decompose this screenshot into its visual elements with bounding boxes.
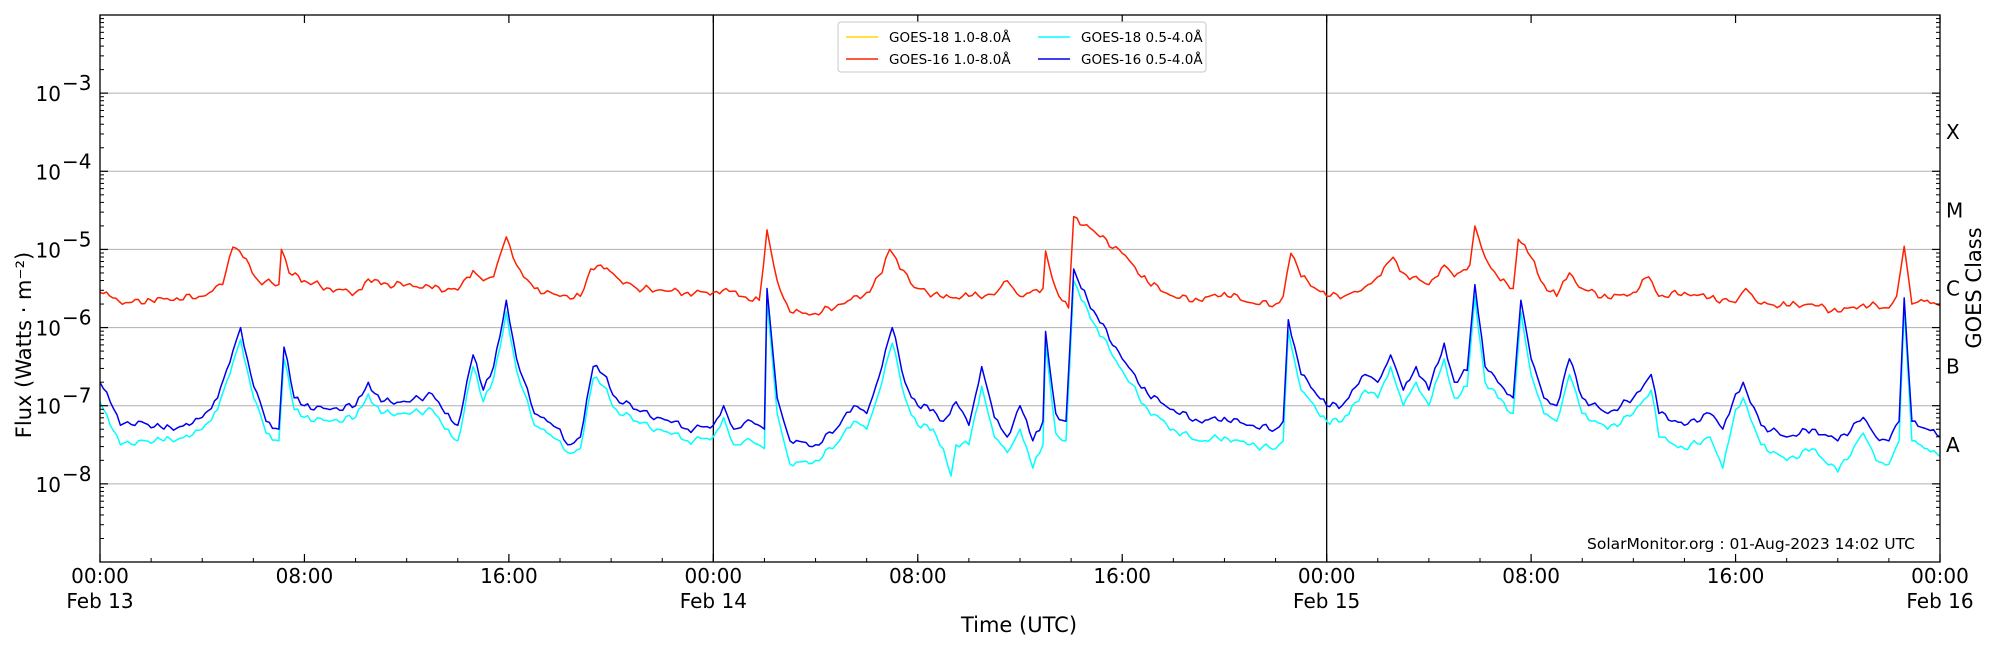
x-tick-label-time: 08:00 xyxy=(889,564,947,588)
goes-class-label: C xyxy=(1946,277,1960,301)
x-tick-label-time: 08:00 xyxy=(1502,564,1560,588)
goes-class-label: B xyxy=(1946,355,1960,379)
x-tick-label-date: Feb 15 xyxy=(1293,589,1360,613)
x-axis-title: Time (UTC) xyxy=(960,613,1077,637)
x-tick-label-date: Feb 16 xyxy=(1906,589,1973,613)
y-tick-label-exponent: −3 xyxy=(62,71,91,95)
x-tick-label-time: 00:00 xyxy=(1911,564,1969,588)
watermark-text: SolarMonitor.org : 01-Aug-2023 14:02 UTC xyxy=(1587,535,1915,553)
legend-label: GOES-16 0.5-4.0Å xyxy=(1081,51,1203,68)
y-tick-label-base: 10 xyxy=(36,238,61,262)
series-line-goes-18-0-5-4-0- xyxy=(99,279,1941,477)
legend-box xyxy=(837,21,1207,73)
x-tick-label-time: 08:00 xyxy=(276,564,334,588)
series-line-goes-16-1-0-8-0- xyxy=(99,215,1941,316)
x-tick-label-time: 16:00 xyxy=(1093,564,1151,588)
goes-class-label: M xyxy=(1946,198,1963,222)
y-tick-label-exponent: −7 xyxy=(62,384,91,408)
y-axis-right-title: GOES Class xyxy=(1962,227,1986,348)
y-tick-label-base: 10 xyxy=(36,473,61,497)
x-tick-label-time: 00:00 xyxy=(71,564,129,588)
y-tick-label-exponent: −8 xyxy=(62,462,91,486)
y-tick-label-base: 10 xyxy=(36,395,61,419)
y-tick-label-exponent: −5 xyxy=(62,227,91,251)
y-axis-title: Flux (Watts · m⁻²) xyxy=(12,252,36,438)
legend-label: GOES-16 1.0-8.0Å xyxy=(889,51,1011,68)
x-tick-label-time: 16:00 xyxy=(480,564,538,588)
x-tick-label-date: Feb 14 xyxy=(680,589,747,613)
x-tick-label-date: Feb 13 xyxy=(66,589,133,613)
goes-class-label: X xyxy=(1946,120,1960,144)
y-tick-label-exponent: −4 xyxy=(62,149,91,173)
legend-label: GOES-18 1.0-8.0Å xyxy=(889,29,1011,46)
x-tick-label-time: 16:00 xyxy=(1707,564,1765,588)
y-tick-label-exponent: −6 xyxy=(62,306,91,330)
y-tick-label-base: 10 xyxy=(36,317,61,341)
series-line-goes-16-0-5-4-0- xyxy=(99,268,1941,448)
x-tick-label-time: 00:00 xyxy=(685,564,743,588)
x-tick-label-time: 00:00 xyxy=(1298,564,1356,588)
y-tick-label-base: 10 xyxy=(36,82,61,106)
goes-class-label: A xyxy=(1946,433,1960,457)
legend-label: GOES-18 0.5-4.0Å xyxy=(1081,29,1203,46)
y-tick-label-base: 10 xyxy=(36,160,61,184)
